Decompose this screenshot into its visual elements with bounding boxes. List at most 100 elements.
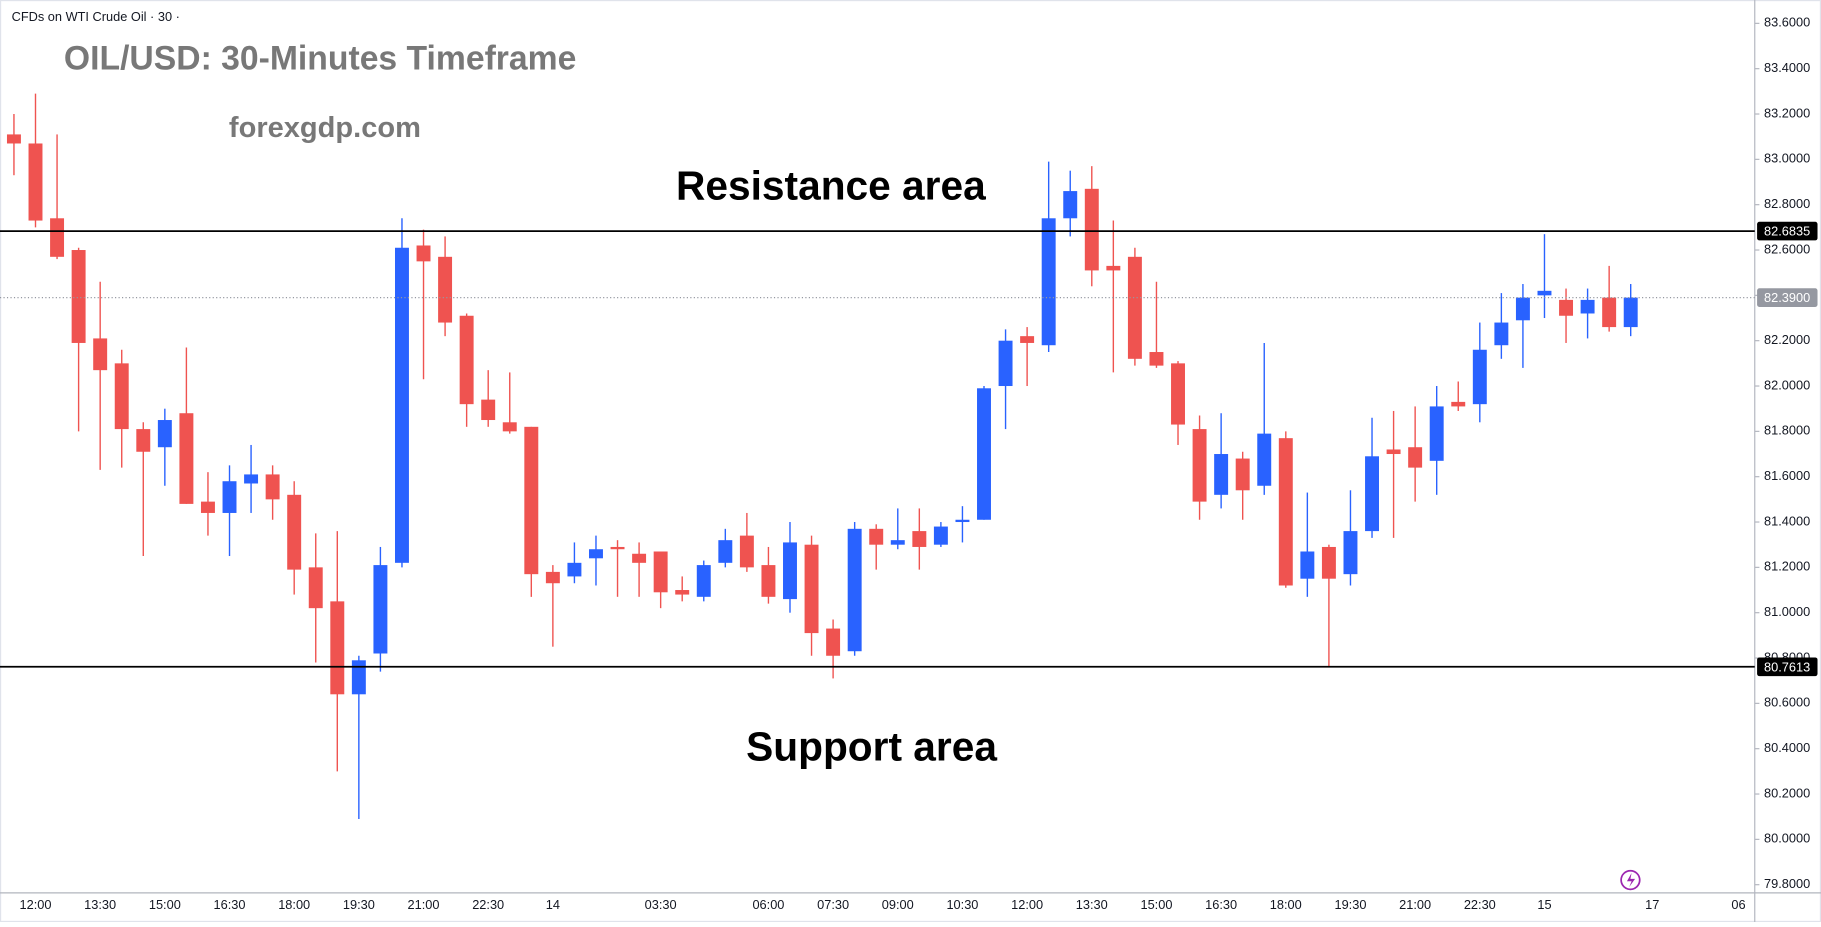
y-tick-label: 82.0000 (1764, 377, 1810, 392)
candle-body (308, 567, 323, 609)
candle-body (1602, 297, 1617, 328)
x-tick-label: 18:00 (278, 897, 310, 912)
last-price-label: 82.3900 (1764, 290, 1810, 305)
x-tick-label: 15:00 (149, 897, 181, 912)
candle-body (1041, 218, 1056, 346)
x-tick-label: 12:00 (1011, 897, 1043, 912)
candle-body (1192, 429, 1207, 502)
candle-body (1429, 406, 1444, 461)
y-tick-label: 81.8000 (1764, 423, 1810, 438)
candle-body (50, 218, 65, 257)
y-tick-label: 81.4000 (1764, 513, 1810, 528)
candle-body (783, 542, 797, 600)
x-tick-label: 21:00 (1399, 897, 1431, 912)
candle-body (632, 553, 647, 563)
candle-body (136, 429, 151, 452)
candle-body (589, 549, 603, 559)
candle-body (977, 388, 991, 520)
y-tick-label: 83.6000 (1764, 15, 1810, 30)
x-tick-label: 03:30 (645, 897, 677, 912)
icon[interactable] (1620, 869, 1641, 891)
candle-body (675, 590, 690, 595)
candle-body (416, 245, 431, 262)
candle-body (545, 571, 560, 584)
candle-body (438, 256, 453, 323)
candle-body (157, 420, 172, 448)
x-tick-label: 22:30 (472, 897, 504, 912)
candle-body (804, 544, 819, 634)
candle-body (459, 315, 474, 405)
candle-body (890, 540, 905, 545)
y-tick-label: 79.8000 (1764, 876, 1810, 891)
watermark: forexgdp.com (229, 112, 421, 144)
x-tick-label: 06:00 (752, 897, 784, 912)
candle-body (114, 363, 129, 430)
candle-body (1515, 297, 1530, 321)
candle-body (222, 481, 237, 513)
candle-body (718, 540, 733, 563)
candle-body (1472, 349, 1487, 405)
y-tick-label: 81.2000 (1764, 559, 1810, 574)
candle-body (93, 338, 108, 371)
x-tick-label: 18:00 (1270, 897, 1302, 912)
candle-body (1386, 449, 1401, 455)
x-tick-label: 19:30 (343, 897, 375, 912)
candle-body (1365, 456, 1379, 532)
chart-title: OIL/USD: 30-Minutes Timeframe (64, 40, 576, 78)
y-tick-label: 80.4000 (1764, 740, 1810, 755)
x-tick-label: 12:00 (20, 897, 52, 912)
y-tick-label: 82.6000 (1764, 241, 1810, 256)
x-tick-label: 15:00 (1140, 897, 1172, 912)
y-tick-label: 81.0000 (1764, 604, 1810, 619)
x-tick-label: 22:30 (1464, 897, 1496, 912)
candle-body (394, 247, 409, 563)
candle-body (610, 546, 625, 550)
candle-body (1537, 290, 1552, 296)
y-tick-label: 80.2000 (1764, 785, 1810, 800)
candle-body (739, 535, 754, 568)
candle-body (1494, 322, 1509, 346)
candle-body (955, 519, 970, 523)
candle-body (6, 134, 21, 144)
candle-body (1235, 458, 1250, 491)
x-tick-label: 14 (546, 897, 560, 912)
candle-body (1451, 401, 1466, 407)
candle-body (1149, 352, 1164, 366)
icon (1626, 873, 1636, 888)
candle-body (653, 551, 668, 593)
candle-body (1171, 363, 1185, 425)
candle-body (351, 660, 366, 695)
candle-body (179, 413, 194, 504)
last-price-box (1757, 288, 1818, 307)
candle-body (761, 565, 776, 597)
candle-body (1408, 447, 1423, 468)
candle-body (1084, 188, 1099, 271)
candle-body (1063, 191, 1078, 219)
y-tick-label: 80.0000 (1764, 831, 1810, 846)
candle-body (1127, 256, 1142, 359)
candle-body (696, 565, 711, 597)
candle-body (847, 528, 862, 652)
y-tick-label: 83.2000 (1764, 105, 1810, 120)
level-label: 80.7613 (1764, 659, 1810, 674)
x-tick-label: 09:00 (882, 897, 914, 912)
candle-body (1106, 265, 1121, 271)
candle-body (373, 565, 388, 654)
candle-body (200, 501, 215, 513)
candle-body (524, 426, 539, 575)
annotation: Support area (746, 723, 997, 769)
candle-body (933, 526, 948, 545)
candle-body (1214, 454, 1229, 495)
x-tick-label: 16:30 (1205, 897, 1237, 912)
candle-body (567, 562, 582, 577)
candle-body (1300, 551, 1315, 579)
candle-body (826, 628, 841, 656)
candle-body (912, 531, 927, 547)
candle-body (265, 474, 280, 500)
candle-body (1343, 531, 1358, 575)
candle-body (1580, 299, 1595, 314)
x-tick-label: 10:30 (946, 897, 978, 912)
x-tick-label: 19:30 (1334, 897, 1366, 912)
